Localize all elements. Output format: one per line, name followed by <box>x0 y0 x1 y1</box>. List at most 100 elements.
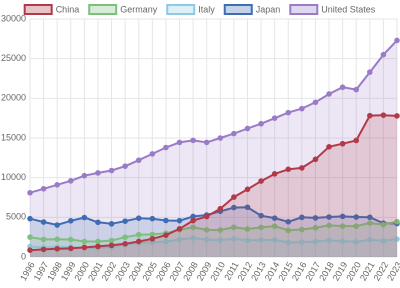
point <box>190 235 196 241</box>
point <box>285 218 292 225</box>
point <box>299 239 305 245</box>
point <box>95 243 101 250</box>
point <box>326 237 332 244</box>
point <box>367 214 373 221</box>
point <box>299 105 305 112</box>
point <box>95 170 101 176</box>
point <box>27 215 33 222</box>
point <box>353 214 360 220</box>
point <box>108 237 115 244</box>
point <box>108 242 115 249</box>
point <box>108 167 115 174</box>
legend-item: United States <box>289 4 376 15</box>
point <box>81 214 88 221</box>
point <box>244 125 251 132</box>
point <box>108 221 115 227</box>
area <box>30 40 397 258</box>
legend-item: China <box>23 4 79 15</box>
point <box>40 219 47 225</box>
point <box>271 223 278 229</box>
point <box>271 237 278 243</box>
point <box>176 139 183 146</box>
point <box>54 246 60 252</box>
point <box>95 219 101 226</box>
point <box>203 227 210 233</box>
point <box>299 165 305 171</box>
point <box>312 224 319 231</box>
point <box>203 139 210 146</box>
point <box>244 204 251 211</box>
point <box>149 236 156 242</box>
point <box>339 213 346 220</box>
point <box>394 236 400 242</box>
area <box>30 115 397 257</box>
point <box>40 236 47 243</box>
line <box>29 220 398 243</box>
legend-label: Japan <box>256 4 281 14</box>
point <box>217 227 224 233</box>
point <box>122 234 128 240</box>
point <box>203 236 210 243</box>
point <box>244 237 251 244</box>
point <box>367 69 373 75</box>
point <box>312 156 319 163</box>
point <box>380 221 387 228</box>
point <box>67 236 74 243</box>
point <box>27 189 33 196</box>
legend-swatch <box>289 4 319 15</box>
point <box>54 182 60 188</box>
point <box>326 222 332 229</box>
point <box>176 217 183 224</box>
y-tick-label: 0 <box>21 251 26 261</box>
point <box>231 194 237 200</box>
legend-swatch <box>223 4 253 15</box>
point <box>135 215 142 222</box>
point <box>339 238 346 244</box>
point <box>190 137 196 144</box>
point <box>67 245 74 252</box>
point <box>163 232 169 238</box>
point <box>176 226 183 232</box>
point <box>217 205 224 212</box>
y-tick-label: 30000 <box>1 13 26 23</box>
point <box>339 84 346 91</box>
y-tick-label: 10000 <box>1 172 26 182</box>
line <box>29 114 398 252</box>
point <box>353 86 360 93</box>
point <box>135 238 142 245</box>
point <box>285 166 292 173</box>
point <box>217 237 224 243</box>
legend-label: Italy <box>198 4 215 14</box>
legend-swatch <box>23 4 53 15</box>
point <box>339 223 346 229</box>
point <box>190 224 196 231</box>
point <box>67 218 74 224</box>
legend-item: Germany <box>88 4 158 15</box>
point <box>380 112 387 118</box>
point <box>380 51 387 58</box>
line <box>29 39 398 194</box>
point <box>81 172 88 179</box>
point <box>54 222 60 228</box>
y-tick-label: 5000 <box>6 212 26 222</box>
point <box>122 218 128 224</box>
legend-label: United States <box>321 4 376 14</box>
point <box>271 171 278 177</box>
point <box>231 204 237 211</box>
point <box>231 224 237 231</box>
point <box>312 238 319 245</box>
point <box>299 214 305 221</box>
point <box>258 224 264 231</box>
point <box>231 130 237 137</box>
legend-label: Germany <box>120 4 158 14</box>
point <box>40 185 47 192</box>
legend-item: Italy <box>166 4 215 15</box>
point <box>353 223 360 229</box>
point <box>149 151 156 157</box>
point <box>299 226 305 233</box>
point <box>367 112 373 119</box>
point <box>353 239 360 245</box>
point <box>149 215 156 222</box>
point <box>27 234 33 240</box>
